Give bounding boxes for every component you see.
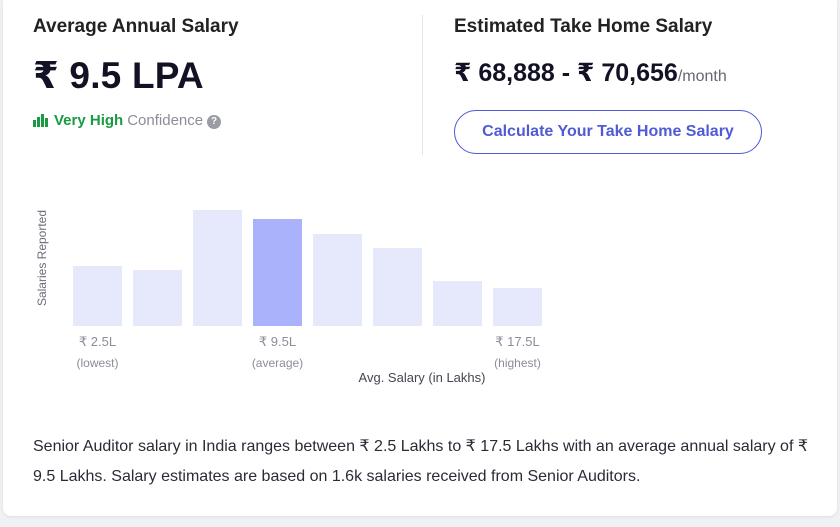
take-home-heading: Estimated Take Home Salary [454,16,713,37]
take-home-range: ₹ 68,888 - ₹ 70,656 [454,59,678,87]
bar-2 [133,270,182,326]
bar-4 [253,219,302,326]
salary-distribution-svg: Salaries Reported ₹ 2.5L (lowest) ₹ 9.5L (a… [35,210,542,385]
bar-6 [373,248,422,326]
bar-8 [493,288,542,326]
salary-distribution-chart: Salaries Reported ₹ 2.5L (lowest) ₹ 9.5L (a… [3,180,623,400]
x-tick-label: ₹ 9.5L [259,334,296,349]
bar-5 [313,234,362,326]
bar-1 [73,266,122,326]
bar-7 [433,281,482,326]
x-tick-note: (average) [252,356,303,370]
take-home-value: ₹ 68,888 - ₹ 70,656/month [454,57,824,93]
x-axis-label: Avg. Salary (in Lakhs) [359,370,486,385]
confidence-level: Very High [54,112,124,129]
average-salary-value: ₹ 9.5 LPA [33,55,204,96]
take-home-section: Estimated Take Home Salary ₹ 68,888 - ₹ … [454,15,824,154]
calculate-take-home-button[interactable]: Calculate Your Take Home Salary [454,110,762,154]
x-tick-note: (highest) [494,356,541,370]
average-salary-section: Average Annual Salary ₹ 9.5 LPA Very Hig… [33,15,413,129]
salary-card: Average Annual Salary ₹ 9.5 LPA Very Hig… [3,0,837,516]
salary-description: Senior Auditor salary in India ranges be… [33,438,809,485]
x-tick-label: ₹ 2.5L [79,334,116,349]
confidence-label: Confidence [127,112,204,129]
help-icon[interactable]: ? [207,114,222,129]
confidence-row: Very High Confidence ? [33,112,413,129]
x-tick-label: ₹ 17.5L [495,334,539,349]
take-home-unit: /month [677,68,727,85]
signal-bars-icon [33,114,48,127]
x-tick-note: (lowest) [76,356,118,370]
average-salary-heading: Average Annual Salary [33,16,239,37]
section-divider [422,15,423,155]
y-axis-label: Salaries Reported [35,210,49,306]
bar-3 [193,210,242,326]
